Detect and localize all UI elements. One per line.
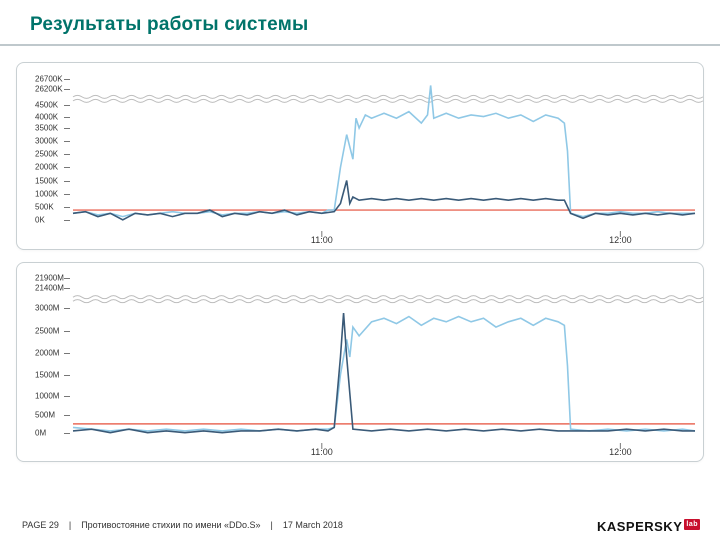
footer-sep-1: |: [69, 520, 71, 530]
page-title: Результаты работы системы: [30, 14, 720, 36]
series-dark: [73, 313, 695, 433]
series-light: [73, 85, 695, 216]
footer-sep-2: |: [271, 520, 273, 530]
footer-topic: Противостояние стихии по имени «DDo.S»: [81, 520, 260, 530]
title-bar: Результаты работы системы: [0, 0, 720, 46]
series-light: [73, 317, 695, 431]
brand-text: KASPERSKY: [597, 519, 682, 534]
chart-svg: [17, 263, 705, 463]
footer-date: 17 March 2018: [283, 520, 343, 530]
footer-page: PAGE 29: [22, 520, 59, 530]
brand-logo: KASPERSKYlab: [597, 519, 700, 534]
chart-svg: [17, 63, 705, 251]
slide: Результаты работы системы 26700K26200K45…: [0, 0, 720, 540]
brand-badge: lab: [684, 519, 700, 530]
chart-area: 26700K26200K4500K4000K3500K3000K2500K200…: [0, 46, 720, 462]
chart-panel-1: 26700K26200K4500K4000K3500K3000K2500K200…: [16, 62, 704, 250]
chart-panel-2: 21900M21400M3000M2500M2000M1500M1000M500…: [16, 262, 704, 462]
series-dark: [73, 181, 695, 220]
